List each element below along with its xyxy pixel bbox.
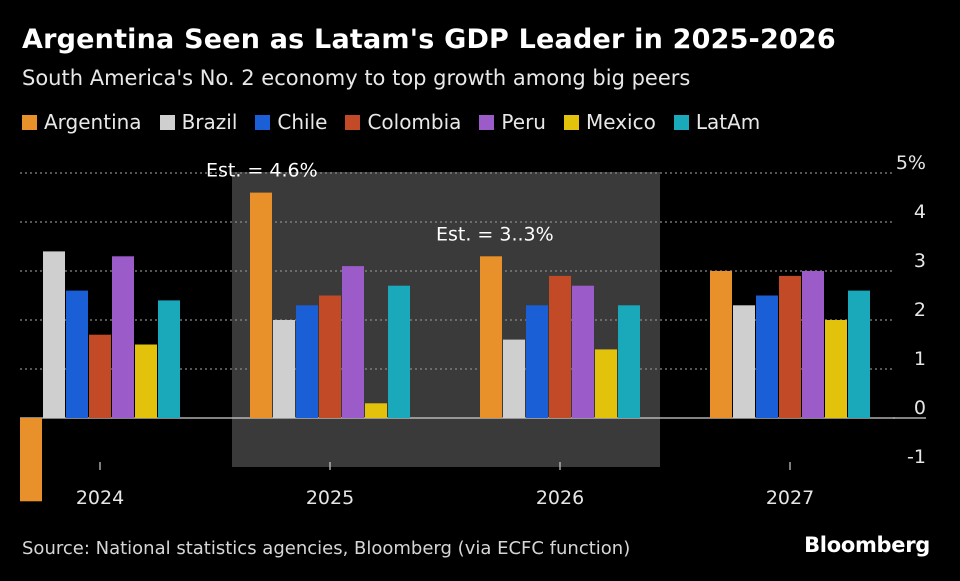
legend-label: Mexico — [585, 110, 656, 134]
bar-argentina-2027 — [710, 271, 732, 418]
bar-chile-2024 — [66, 290, 88, 418]
legend-swatch — [345, 114, 361, 130]
bar-brazil-2027 — [733, 305, 755, 418]
bar-peru-2026 — [572, 285, 594, 418]
y-tick-label: 0 — [914, 397, 926, 419]
chart-area: 5% 4 3 2 1 0 -1 2024 2025 2026 2027 Est. = 4.6% Est.… — [20, 152, 926, 509]
bar-brazil-2024 — [43, 251, 65, 418]
bar-colombia-2024 — [89, 334, 111, 418]
bar-argentina-2026 — [480, 256, 502, 418]
x-tick-label: 2025 — [306, 487, 354, 509]
y-tick-label: 5% — [896, 152, 926, 174]
legend-item-chile: Chile — [255, 110, 327, 134]
bar-argentina-2025 — [250, 192, 272, 418]
bar-latam-2025 — [388, 285, 410, 418]
bar-latam-2026 — [618, 305, 640, 418]
bar-colombia-2026 — [549, 275, 571, 418]
legend-swatch — [255, 114, 271, 130]
legend-label: Peru — [501, 110, 546, 134]
legend-swatch — [563, 114, 579, 130]
bar-latam-2024 — [158, 300, 180, 418]
legend-label: Colombia — [367, 110, 462, 134]
legend-item-argentina: Argentina — [22, 110, 142, 134]
y-tick-label: 3 — [914, 250, 926, 272]
legend-label: LatAm — [695, 110, 761, 134]
bar-peru-2024 — [112, 256, 134, 418]
legend-swatch — [673, 114, 689, 130]
x-tick-label: 2024 — [76, 487, 124, 509]
legend-item-mexico: Mexico — [563, 110, 656, 134]
bar-mexico-2024 — [135, 344, 157, 418]
source-note: Source: National statistics agencies, Bl… — [22, 538, 631, 559]
bar-chile-2025 — [296, 305, 318, 418]
bar-colombia-2025 — [319, 295, 341, 418]
y-tick-label: 1 — [914, 348, 926, 370]
x-tick-label: 2027 — [766, 487, 814, 509]
bar-brazil-2026 — [503, 339, 525, 418]
bar-peru-2025 — [342, 266, 364, 418]
legend-label: Brazil — [181, 110, 238, 134]
bar-colombia-2027 — [779, 275, 801, 418]
chart-title: Argentina Seen as Latam's GDP Leader in … — [22, 24, 836, 55]
legend-label: Chile — [277, 110, 328, 134]
bar-mexico-2027 — [825, 320, 847, 418]
x-tick-label: 2026 — [536, 487, 584, 509]
legend-item-brazil: Brazil — [159, 110, 238, 134]
annotation-label: Est. = 3..3% — [436, 223, 554, 245]
chart-subtitle: South America's No. 2 economy to top gro… — [22, 66, 691, 90]
legend-item-colombia: Colombia — [345, 110, 461, 134]
bloomberg-logo: Bloomberg — [804, 533, 930, 557]
bar-brazil-2025 — [273, 320, 295, 418]
bar-chile-2027 — [756, 295, 778, 418]
legend-item-latam: LatAm — [673, 110, 761, 134]
y-tick-label: 4 — [914, 201, 926, 223]
annotation-label: Est. = 4.6% — [206, 160, 318, 182]
bar-chile-2026 — [526, 305, 548, 418]
bar-mexico-2025 — [365, 403, 387, 418]
legend-swatch — [159, 114, 175, 130]
legend-swatch — [22, 114, 37, 130]
legend-item-peru: Peru — [479, 110, 546, 134]
y-tick-label: 2 — [914, 299, 926, 321]
bar-peru-2027 — [802, 271, 824, 418]
legend-label: Argentina — [44, 110, 142, 134]
legend: Argentina Brazil Chile Colombia Peru Mexico La… — [22, 110, 778, 134]
legend-swatch — [479, 114, 495, 130]
bar-argentina-2024 — [20, 418, 42, 502]
y-tick-label: -1 — [907, 446, 926, 468]
bar-mexico-2026 — [595, 349, 617, 418]
bar-latam-2027 — [848, 290, 870, 418]
